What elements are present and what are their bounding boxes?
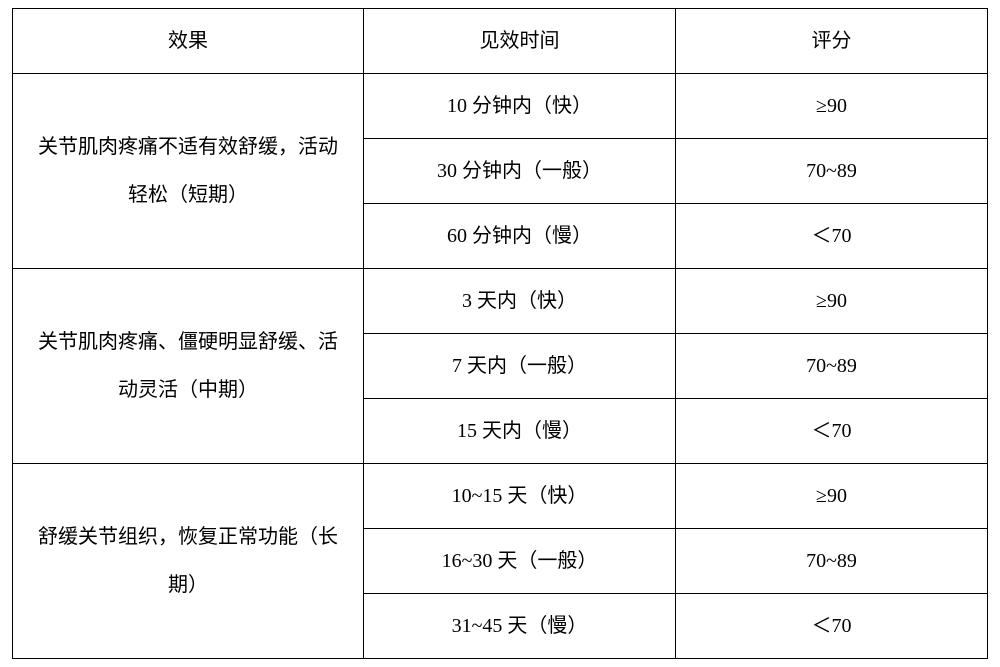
time-cell: 3 天内（快） <box>364 269 676 334</box>
score-cell: 70~89 <box>676 529 988 594</box>
effect-cell: 关节肌肉疼痛、僵硬明显舒缓、活动灵活（中期） <box>13 269 364 464</box>
time-cell: 16~30 天（一般） <box>364 529 676 594</box>
table-row: 关节肌肉疼痛、僵硬明显舒缓、活动灵活（中期） 3 天内（快） ≥90 <box>13 269 988 334</box>
score-cell: ＜70 <box>676 594 988 659</box>
score-cell: ＜70 <box>676 204 988 269</box>
time-cell: 60 分钟内（慢） <box>364 204 676 269</box>
score-cell: ≥90 <box>676 269 988 334</box>
score-cell: 70~89 <box>676 139 988 204</box>
effect-cell: 舒缓关节组织，恢复正常功能（长期） <box>13 464 364 659</box>
table-header-row: 效果 见效时间 评分 <box>13 9 988 74</box>
table-row: 舒缓关节组织，恢复正常功能（长期） 10~15 天（快） ≥90 <box>13 464 988 529</box>
score-cell: ＜70 <box>676 399 988 464</box>
header-time: 见效时间 <box>364 9 676 74</box>
time-cell: 15 天内（慢） <box>364 399 676 464</box>
score-cell: 70~89 <box>676 334 988 399</box>
efficacy-table: 效果 见效时间 评分 关节肌肉疼痛不适有效舒缓，活动轻松（短期） 10 分钟内（… <box>12 8 988 659</box>
score-cell: ≥90 <box>676 74 988 139</box>
time-cell: 31~45 天（慢） <box>364 594 676 659</box>
effect-cell: 关节肌肉疼痛不适有效舒缓，活动轻松（短期） <box>13 74 364 269</box>
time-cell: 7 天内（一般） <box>364 334 676 399</box>
time-cell: 30 分钟内（一般） <box>364 139 676 204</box>
header-effect: 效果 <box>13 9 364 74</box>
header-score: 评分 <box>676 9 988 74</box>
table-row: 关节肌肉疼痛不适有效舒缓，活动轻松（短期） 10 分钟内（快） ≥90 <box>13 74 988 139</box>
time-cell: 10 分钟内（快） <box>364 74 676 139</box>
score-cell: ≥90 <box>676 464 988 529</box>
time-cell: 10~15 天（快） <box>364 464 676 529</box>
